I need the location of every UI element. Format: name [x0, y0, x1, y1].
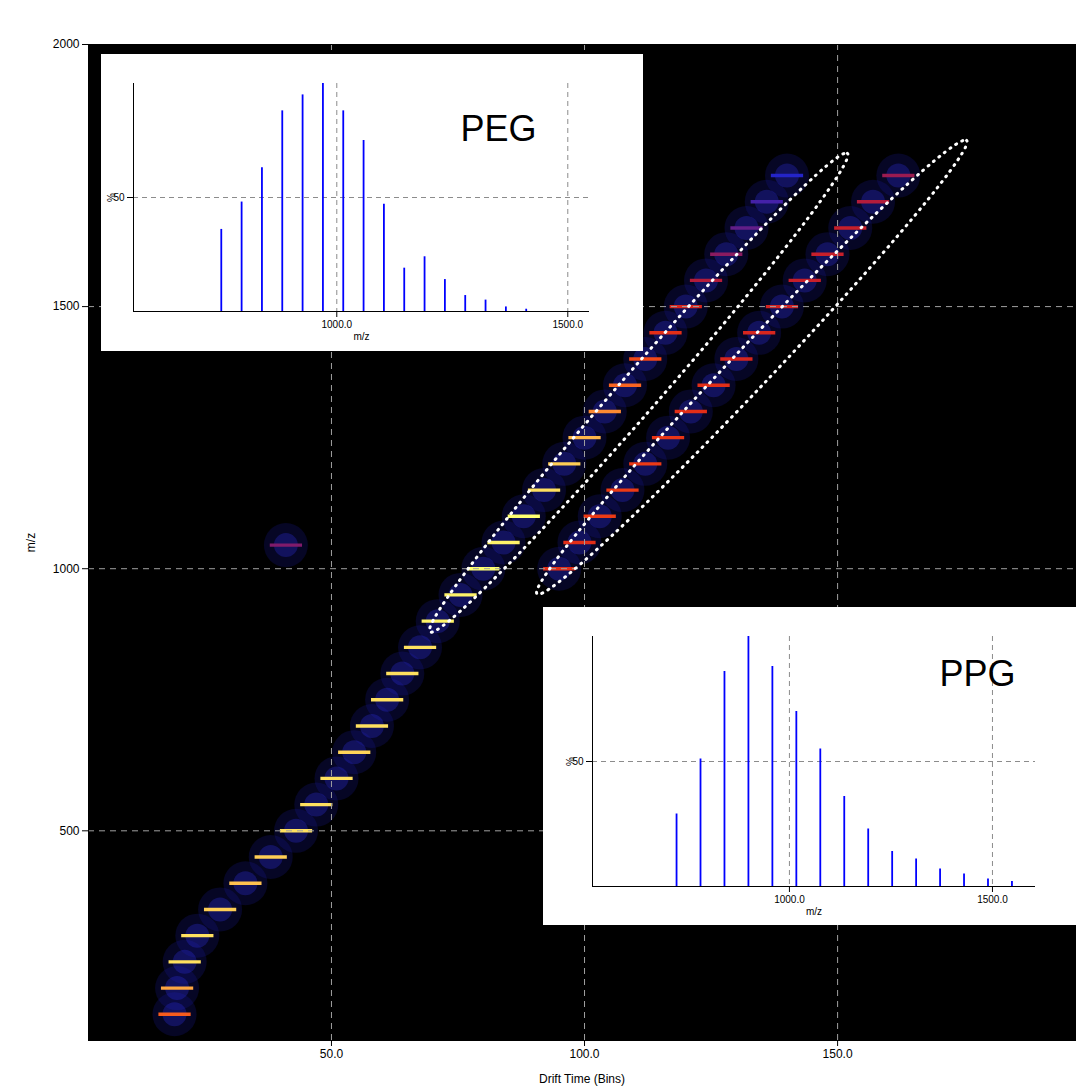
svg-text:1500.0: 1500.0	[977, 894, 1008, 905]
svg-text:m/z: m/z	[353, 331, 369, 342]
svg-text:150.0: 150.0	[823, 1047, 853, 1061]
svg-text:Drift Time (Bins): Drift Time (Bins)	[539, 1072, 625, 1086]
svg-text:m/z: m/z	[806, 906, 822, 917]
svg-text:1500.0: 1500.0	[552, 319, 583, 330]
svg-text:2000: 2000	[53, 37, 80, 51]
svg-text:1000.0: 1000.0	[321, 319, 352, 330]
svg-text:50: 50	[113, 191, 125, 203]
svg-text:PEG: PEG	[460, 108, 536, 149]
svg-text:%: %	[106, 193, 117, 202]
svg-text:50.0: 50.0	[320, 1047, 344, 1061]
svg-text:1000: 1000	[53, 562, 80, 576]
svg-text:1500: 1500	[53, 299, 80, 313]
svg-text:PPG: PPG	[939, 653, 1015, 694]
svg-text:%: %	[565, 757, 576, 766]
svg-text:100.0: 100.0	[570, 1047, 600, 1061]
svg-text:500: 500	[59, 824, 79, 838]
svg-text:1000.0: 1000.0	[774, 894, 805, 905]
svg-text:m/z: m/z	[24, 533, 38, 552]
svg-text:50: 50	[572, 755, 584, 767]
